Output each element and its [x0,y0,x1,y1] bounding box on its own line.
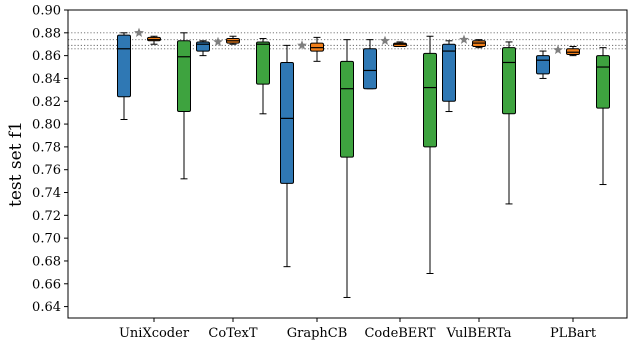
box-group-plbart [536,46,610,186]
green-box [502,47,516,115]
y-axis-title: test set f1 [6,121,26,207]
blue-box [196,41,210,52]
y-tick-label: 0.66 [32,277,61,292]
y-tick-label: 0.80 [32,118,61,133]
box-groups [117,32,610,298]
y-tick-label: 0.90 [32,4,61,19]
box-group-vulberta [442,39,516,205]
green-box [177,40,191,113]
blue-box [117,34,131,98]
star-marker-unixcoder [134,27,144,38]
star-marker-cotext [213,36,223,47]
x-tick-label: GraphCB [287,326,348,341]
star-marker-graphcb [297,40,307,50]
y-tick-label: 0.74 [32,186,61,201]
green-box [423,52,437,148]
blue-box [536,55,550,75]
blue-box [442,43,456,102]
y-tick-label: 0.76 [32,163,61,178]
green-box [256,41,270,85]
box-group-unixcoder [117,32,191,180]
y-tick-label: 0.86 [32,49,61,64]
green-box [596,55,610,109]
box-group-codebert [363,35,437,275]
green-box [340,60,354,158]
box-group-cotext [196,35,270,115]
star-marker-codebert [380,35,390,46]
plot-area-frame [67,9,628,319]
best-score-stars [134,27,563,55]
star-marker-vulberta [459,34,469,44]
star-marker-plbart [553,44,563,55]
box-group-graphcb [280,36,354,298]
y-tick-label: 0.88 [32,26,61,41]
y-tick-label: 0.72 [32,209,61,224]
x-axis: UniXcoder CoTexT GraphCB CodeBERT VulBERTa PL… [119,318,597,341]
x-tick-label: CoTexT [208,326,257,341]
x-tick-label: UniXcoder [119,326,190,341]
y-tick-label: 0.84 [32,72,61,87]
y-tick-label: 0.64 [32,300,61,315]
blue-box [280,61,294,184]
y-tick-label: 0.82 [32,95,61,110]
y-axis: 0.64 0.66 0.68 0.70 0.72 0.74 0.76 0.78 0.80 0.82… [32,4,68,315]
x-tick-label: CodeBERT [364,326,435,341]
y-tick-label: 0.78 [32,140,61,155]
y-tick-label: 0.70 [32,232,61,247]
blue-box [363,48,377,90]
x-tick-label: PLBart [550,326,597,341]
x-tick-label: VulBERTa [445,326,511,341]
y-tick-label: 0.68 [32,254,61,269]
